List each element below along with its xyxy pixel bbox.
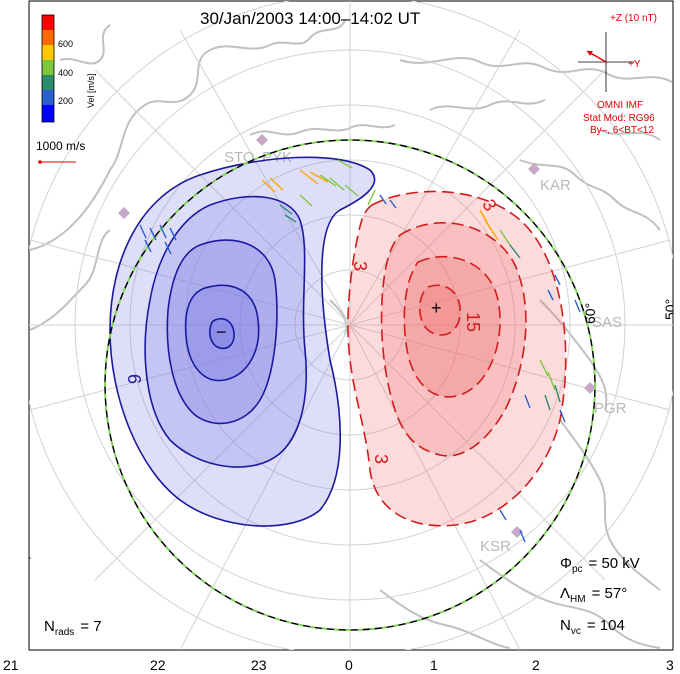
scale-vector-arrow [38,160,76,164]
legend-swatch-5 [42,45,54,60]
positive-contours [347,190,567,527]
map-title: 30/Jan/2003 14:00–14:02 UT [200,9,420,28]
mlt-label-3: 3 [666,657,674,673]
station-label-sas: SAS [592,314,622,331]
legend-swatch-2 [42,90,54,105]
negative-fill-mid [145,196,307,468]
legend-tick-200: 200 [58,96,73,106]
velocity-vectors [139,159,581,543]
negative-fill-core [185,285,259,381]
legend-swatch-1 [42,105,54,122]
fit-order-note: FitOrder: 8, mapEX format [17,499,31,640]
station-label-ksr: KSR [480,538,511,555]
mlt-label-2: 2 [532,657,540,673]
legend-title: Vel [m/s] [86,73,96,108]
stat-n-rads: Nrads = 7 [44,618,102,638]
mlt-label-22: 22 [150,657,166,673]
legend-swatch-4 [42,60,54,75]
legend-swatch-6 [42,30,54,45]
latitude-label-50: 50° [662,299,678,320]
svg-text:Nvc= 104: Nvc = 104 [560,617,625,637]
imf-model-label: OMNI IMF [597,100,643,111]
mlt-label-23: 23 [251,657,267,673]
legend-swatch-7 [42,15,54,30]
velocity-legend: 600 400 200 Vel [m/s] [41,14,96,123]
station-label-pgr: PGR [594,400,627,417]
stat-lambda-hm: ΛHM = 57° [560,585,627,605]
contour-label-positive-3a: 3 [350,261,370,271]
positive-fill-core [419,285,461,335]
imf-z-label: +Z (10 nT) [610,13,657,24]
hm-boundary-dashes [104,139,596,631]
station-markers [118,134,596,538]
contour-label-negative-6: 6 [124,374,144,384]
coastlines [29,19,673,649]
negative-fill-inner [167,240,277,424]
negative-fill-outer [110,157,375,527]
latitude-label-60: 60° [582,303,598,324]
mlt-label-0: 0 [345,657,353,673]
legend-swatch-3 [42,75,54,90]
grid [29,1,673,650]
stat-n-vc: Nvc = 104 [560,617,625,637]
negative-fill-min [209,318,235,349]
imf-stat-mod: Stat Mod: RG96 [583,113,655,124]
legend-tick-400: 400 [58,68,73,78]
scale-vector-label: 1000 m/s [36,139,85,153]
positive-fill-outer [347,191,566,526]
coordinates-label: MLT coordinates [9,0,23,82]
potential-maximum-marker: + [431,298,442,318]
stat-phi-pc: Φpc = 50 kV [560,555,640,575]
mlt-label-1: 1 [430,657,438,673]
mlt-label-21: 21 [3,657,19,673]
legend-tick-600: 600 [58,39,73,49]
potential-minimum-marker: − [216,322,227,342]
positive-fill-inner [404,256,501,397]
svg-text:Φpc= 50 kV: Φpc = 50 kV [560,555,640,575]
contour-label-positive-3b: 3 [371,454,391,464]
imf-y-label: +Y [628,59,641,70]
svg-text:Nrads= 7: Nrads = 7 [44,618,102,638]
svg-text:ΛHM= 57°: ΛHM = 57° [560,585,627,605]
contour-label-positive-15: 15 [463,312,483,332]
station-label-kar: KAR [540,177,571,194]
imf-clock-dial [578,32,634,92]
negative-contours [109,156,376,527]
preview-note: NOTE: FOR PREVIEW PURPOSES ONLY. PLEASE … [4,86,18,625]
negative-cell [110,157,375,527]
positive-cell [347,191,566,526]
imf-condition: By–, 6<BT<12 [590,125,654,136]
